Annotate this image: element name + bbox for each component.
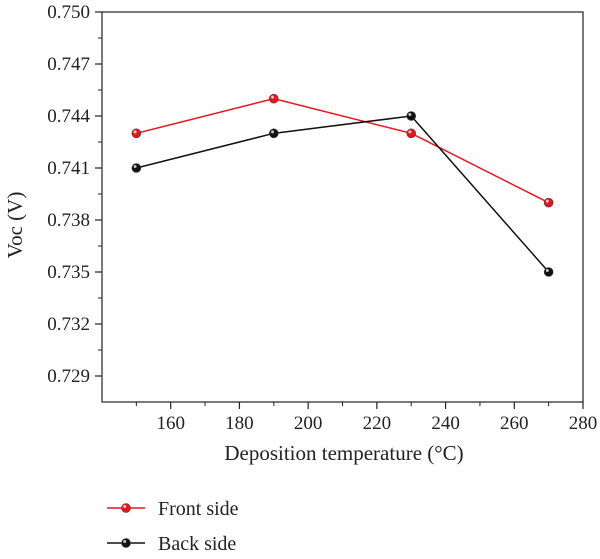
legend: Front side Back side	[107, 498, 239, 555]
series-1-point-highlight	[133, 130, 137, 134]
x-tick-label: 200	[294, 413, 323, 434]
series-1-point-highlight	[545, 199, 549, 203]
y-tick-label: 0.729	[47, 366, 90, 387]
y-tick-label: 0.750	[47, 2, 90, 23]
series-layer	[131, 93, 554, 277]
y-tick-label: 0.735	[47, 262, 90, 283]
series-2-point	[406, 111, 417, 121]
series-1-point-highlight	[408, 130, 412, 134]
series-1-point	[406, 128, 417, 139]
series-2-point	[268, 128, 279, 139]
y-axis: 0.729 0.732 0.735 0.738 0.741 0.744 0.747 0.750	[47, 2, 102, 387]
series-2-point-highlight	[270, 130, 274, 134]
x-tick-label: 220	[363, 413, 392, 434]
y-tick-label: 0.738	[47, 210, 90, 231]
series-2-point	[131, 163, 142, 173]
series-2-point-highlight	[545, 269, 549, 272]
x-tick-label: 280	[569, 413, 598, 434]
x-axis-title: Deposition temperature (°C)	[224, 441, 463, 465]
x-tick-label: 160	[156, 413, 185, 434]
series-1-point	[268, 93, 279, 104]
x-tick-label: 260	[500, 413, 529, 434]
series-2-point-highlight	[408, 113, 412, 116]
legend-marker	[121, 503, 131, 513]
series-1-point-highlight	[270, 95, 274, 99]
series-line-2	[136, 115, 550, 273]
series-line-1	[136, 97, 549, 204]
y-axis-title: Voc (V)	[3, 192, 27, 259]
x-tick-label: 180	[225, 413, 254, 434]
series-2-point-highlight	[133, 165, 137, 168]
series-2-point	[543, 267, 554, 277]
legend-marker-highlight	[123, 540, 127, 543]
legend-label: Front side	[158, 498, 239, 520]
y-tick-label: 0.744	[47, 106, 90, 127]
plot-border	[101, 11, 584, 403]
plot-frame	[101, 11, 584, 403]
y-tick-label: 0.741	[47, 158, 90, 179]
y-tick-label: 0.732	[47, 314, 90, 335]
x-axis: 160 180 200 220 240 260 280	[135, 402, 598, 434]
x-tick-label: 240	[431, 413, 460, 434]
series-1-point	[543, 197, 554, 208]
y-tick-label: 0.747	[47, 54, 90, 75]
legend-label: Back side	[158, 533, 236, 555]
legend-marker	[121, 538, 131, 548]
series-1-point	[131, 128, 142, 139]
legend-marker-highlight	[123, 505, 127, 508]
